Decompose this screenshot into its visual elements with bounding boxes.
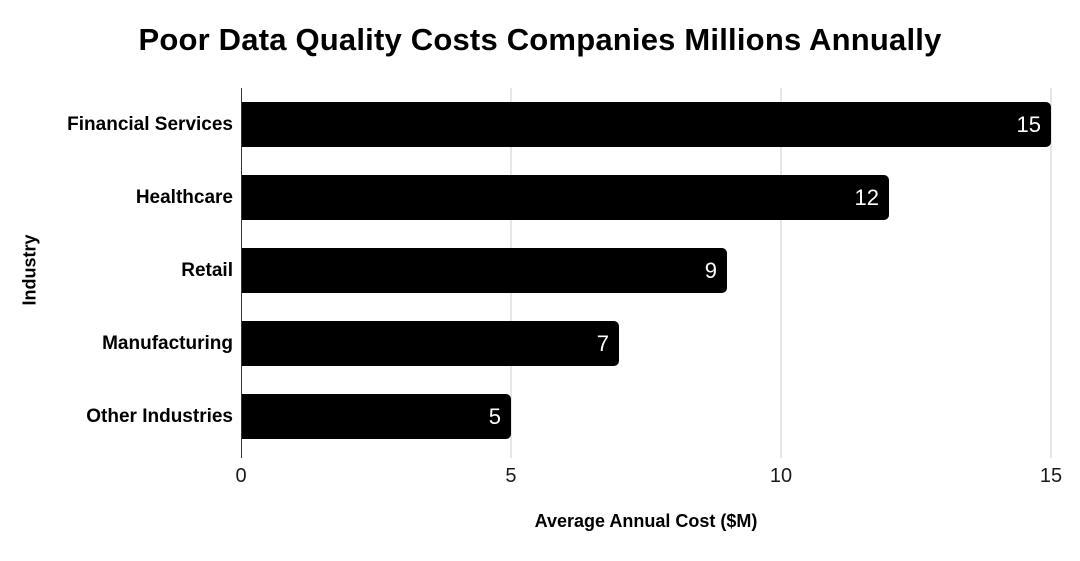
bar-value-label: 15 bbox=[1016, 111, 1041, 137]
x-axis-title: Average Annual Cost ($M) bbox=[534, 511, 758, 531]
category-label: Retail bbox=[181, 259, 233, 281]
bar: 7 bbox=[241, 321, 619, 366]
x-tick-label: 10 bbox=[769, 465, 793, 487]
bar-row: 12 bbox=[241, 161, 1051, 234]
bar-row: 15 bbox=[241, 88, 1051, 161]
bar-row: 5 bbox=[241, 380, 1051, 453]
bar-rows: 15 12 9 7 5 bbox=[241, 88, 1051, 453]
x-tick-labels: 0 5 10 15 bbox=[235, 465, 1062, 487]
category-label: Healthcare bbox=[135, 186, 233, 208]
x-tick-label: 0 bbox=[235, 465, 247, 487]
x-tick-label: 15 bbox=[1039, 465, 1063, 487]
bar-value-label: 5 bbox=[488, 403, 501, 429]
bar-value-label: 12 bbox=[854, 184, 879, 210]
category-label: Financial Services bbox=[67, 113, 233, 135]
category-label: Other Industries bbox=[86, 405, 233, 427]
plot-area: 15 12 9 7 5 bbox=[241, 88, 1052, 458]
bar-value-label: 7 bbox=[596, 330, 609, 356]
y-axis-line bbox=[241, 88, 242, 458]
category-labels: Financial Services Healthcare Retail Manufa… bbox=[0, 88, 241, 453]
bar-row: 9 bbox=[241, 234, 1051, 307]
bar: 15 bbox=[241, 102, 1051, 147]
gridline bbox=[1050, 88, 1052, 458]
chart-title: Poor Data Quality Costs Companies Millio… bbox=[138, 22, 942, 57]
gridline bbox=[780, 88, 782, 458]
x-tick-label: 5 bbox=[505, 465, 517, 487]
bar-value-label: 9 bbox=[704, 257, 717, 283]
bar: 9 bbox=[241, 248, 727, 293]
bar: 12 bbox=[241, 175, 889, 220]
bar: 5 bbox=[241, 394, 511, 439]
bar-row: 7 bbox=[241, 307, 1051, 380]
category-label: Manufacturing bbox=[102, 332, 233, 354]
